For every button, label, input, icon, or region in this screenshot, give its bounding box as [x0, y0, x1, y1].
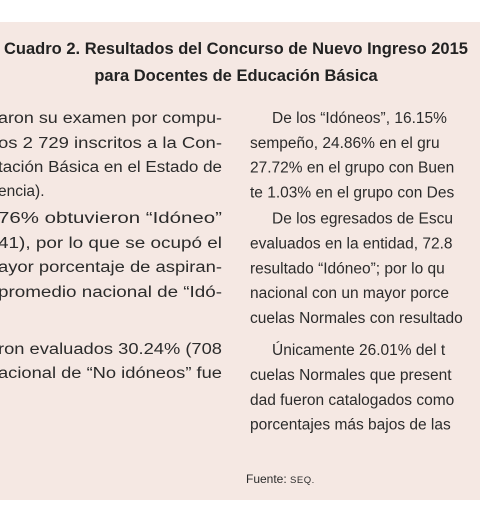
body-line: os 2 729 inscritos a la Con-	[0, 135, 222, 152]
body-line: porcentajes más bajos de las	[250, 417, 451, 434]
body-line: 41), por lo que se ocupó el	[0, 235, 222, 252]
body-line: promedio nacional de “Idó-	[0, 284, 222, 301]
body-line: encia).	[0, 183, 45, 200]
source: Fuente: SEQ.	[246, 472, 315, 486]
body-line: resultado “Idóneo”; por lo qu	[250, 260, 445, 277]
body-line: cuelas Normales con resultado	[250, 310, 463, 327]
body-line: dad fueron catalogados como	[250, 392, 454, 409]
body-line: te 1.03% en el grupo con Des	[250, 184, 454, 201]
title-line: Cuadro 2. Resultados del Concurso de Nue…	[4, 40, 468, 58]
body-line: ayor porcentaje de aspiran-	[0, 259, 222, 276]
panel-background	[0, 22, 480, 500]
title-line: para Docentes de Educación Básica	[94, 67, 378, 85]
body-line: cuelas Normales que present	[250, 367, 452, 384]
body-line: aron su examen por compu-	[0, 110, 222, 127]
source-text: SEQ.	[290, 475, 315, 486]
body-line: De los “Idóneos”, 16.15%	[272, 110, 447, 127]
body-line: ron evaluados 30.24% (708	[0, 341, 222, 358]
body-line: 76% obtuvieron “Idóneo”	[0, 210, 222, 227]
source-label: Fuente:	[246, 472, 287, 486]
body-line: 27.72% en el grupo con Buen	[250, 160, 454, 177]
body-line: De los egresados de Escu	[272, 211, 453, 228]
body-line: nacional con un mayor porce	[250, 285, 449, 302]
body-line: tación Básica en el Estado de	[0, 159, 222, 176]
body-line: Únicamente 26.01% del t	[272, 342, 446, 359]
body-line: acional de “No idóneos” fue	[0, 365, 222, 382]
body-line: evaluados en la entidad, 72.8	[250, 236, 453, 253]
body-line: sempeño, 24.86% en el gru	[250, 135, 440, 152]
